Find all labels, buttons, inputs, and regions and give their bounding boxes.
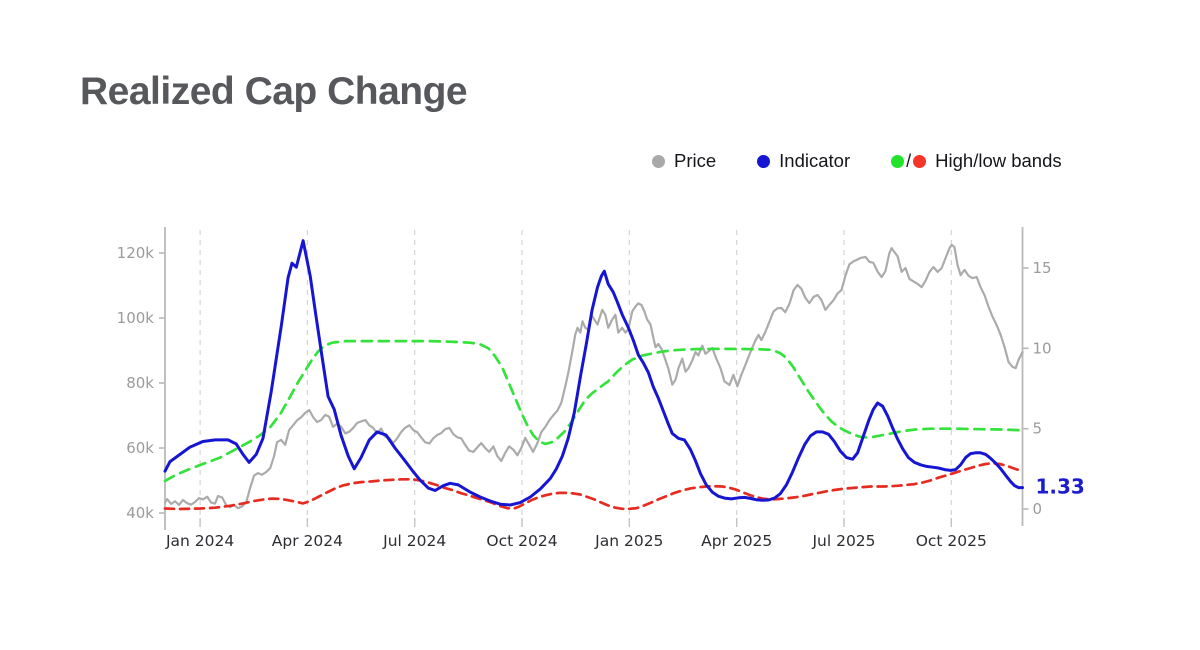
right-axis-tick-label: 15 [1033, 259, 1052, 277]
last-value-label: 1.33 [1036, 475, 1085, 499]
right-axis-tick-label: 0 [1033, 500, 1043, 518]
left-axis-tick-label: 60k [126, 439, 154, 457]
legend-item-bands: / High/low bands [891, 150, 1062, 172]
legend-item-indicator: Indicator [757, 150, 850, 172]
legend: Price Indicator / High/low bands [652, 150, 1062, 172]
legend-label-bands: High/low bands [935, 150, 1062, 171]
left-axis-tick-label: 120k [117, 244, 155, 262]
x-axis-tick-label: Jul 2024 [382, 532, 446, 550]
x-axis-tick-label: Oct 2024 [486, 532, 557, 550]
x-axis-tick-label: Apr 2024 [272, 532, 343, 550]
price-legend-dot-icon [652, 154, 665, 168]
legend-label-price: Price [674, 150, 717, 171]
left-axis-tick-label: 100k [117, 309, 155, 327]
high-band-legend-dot-icon [891, 154, 905, 168]
right-axis-tick-label: 5 [1033, 420, 1043, 438]
page-title: Realized Cap Change [80, 70, 468, 113]
series-price-line [163, 243, 1024, 510]
right-axis-tick-label: 10 [1033, 339, 1052, 357]
low-band-legend-dot-icon [913, 154, 927, 168]
indicator-legend-dot-icon [757, 154, 771, 168]
x-axis-tick-label: Apr 2025 [701, 532, 772, 550]
legend-item-price: Price [652, 150, 716, 172]
x-axis-tick-label: Jan 2024 [165, 532, 234, 550]
series-high-band-line [163, 339, 1024, 483]
left-axis-tick-label: 40k [126, 504, 154, 522]
legend-label-indicator: Indicator [779, 150, 851, 171]
legend-separator: / [906, 150, 912, 171]
x-axis-tick-label: Jul 2025 [811, 532, 875, 550]
x-axis-tick-label: Oct 2025 [916, 532, 987, 550]
left-axis-tick-label: 80k [126, 374, 154, 392]
series-low-band-line [163, 461, 1024, 511]
x-axis-tick-label: Jan 2025 [594, 532, 663, 550]
series-indicator-line [163, 239, 1024, 507]
